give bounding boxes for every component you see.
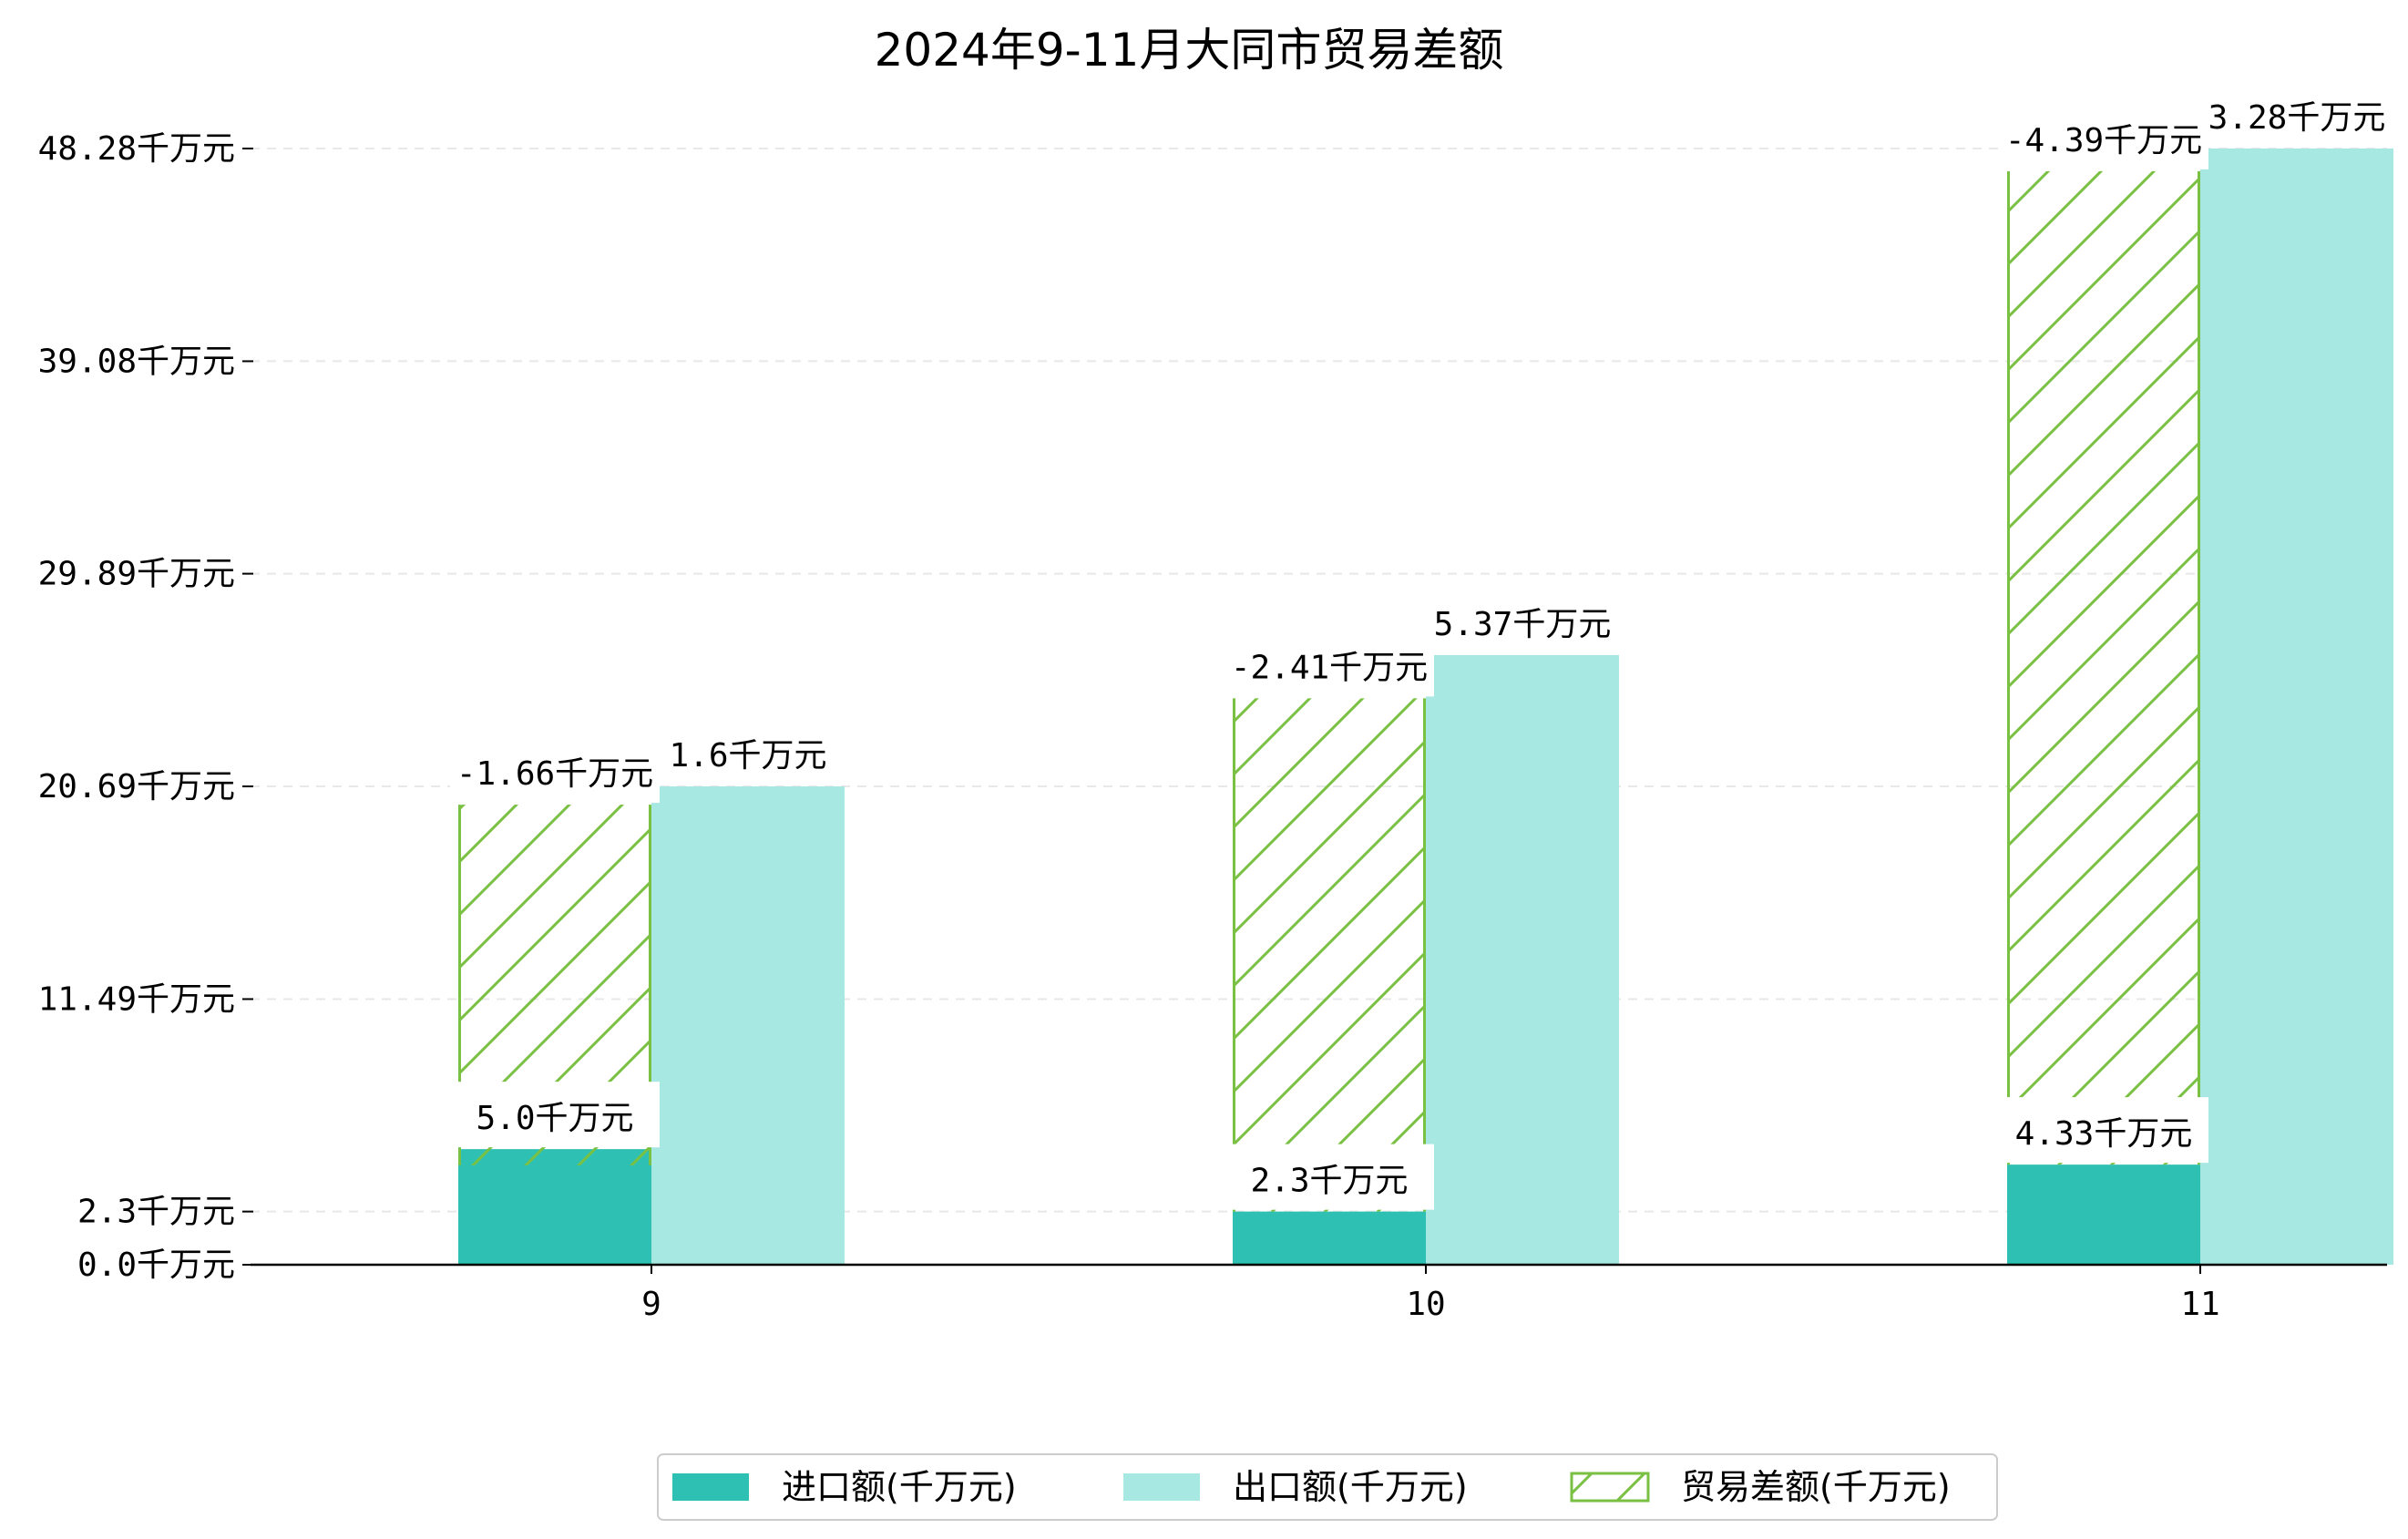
export-data-label: 1.6千万元 [669,737,826,775]
import-data-label-bg [450,1082,660,1148]
import-data-label-bg [1999,1097,2208,1164]
export-data-label-bg [1418,587,1627,653]
balance-data-label-bg [450,737,660,804]
import-bar [1233,1211,1426,1265]
import-data-label: 5.0千万元 [476,1100,633,1137]
import-data-label-bg [1224,1144,1434,1210]
import-data-label: 2.3千万元 [1250,1163,1408,1200]
y-tick-label: 11.49千万元 [38,980,235,1018]
x-tick-label: 9 [641,1286,661,1323]
export-bar [2200,149,2393,1265]
x-tick-label: 10 [1406,1286,1445,1323]
legend-box [657,1453,1998,1521]
y-tick-label: 0.0千万元 [77,1247,235,1284]
y-tick-label: 2.3千万元 [77,1194,235,1231]
import-data-label: 4.33千万元 [2015,1115,2193,1153]
legend-label-export: 出口额(千万元) [1233,1467,1468,1507]
chart-title: 2024年9-11月大同市贸易差额 [875,24,1504,77]
y-tick-label: 29.89千万元 [38,556,235,593]
balance-bar [1233,698,1426,1212]
export-data-label: 3.28千万元 [2208,99,2386,137]
balance-data-label: -1.66千万元 [456,755,653,793]
export-data-label-bg [643,719,853,785]
y-tick-label: 39.08千万元 [38,343,235,380]
balance-data-label-bg [1999,103,2208,169]
balance-data-label: -2.41千万元 [1231,649,1428,686]
import-bar [458,1149,651,1265]
import-bar [2007,1165,2200,1265]
bars-layer [458,149,2393,1265]
axis-layer: 0.0千万元 2.3千万元 11.49千万元 20.69千万元 29.89千万元 39.0… [38,130,2387,1323]
export-bar [1426,654,1619,1265]
legend-label-import: 进口额(千万元) [782,1467,1017,1507]
y-tick-label: 48.28千万元 [38,130,235,168]
legend: 进口额(千万元) 出口额(千万元) 贸易差额(千万元) [657,1453,1998,1521]
balance-data-label: -4.39千万元 [2005,122,2202,159]
legend-swatch-import [672,1473,749,1501]
legend-swatch-export [1123,1473,1200,1501]
export-bar [651,786,845,1265]
export-data-label-bg [2192,81,2402,147]
balance-data-label-bg [1224,631,1434,697]
legend-label-balance: 贸易差额(千万元) [1681,1467,1951,1507]
export-data-label: 5.37千万元 [1434,606,1612,643]
labels-layer: 1.6千万元 -1.66千万元 5.0千万元 5.37千万元-2.41千万元 2.3千万… [450,81,2402,1210]
x-tick-label: 11 [2180,1286,2219,1323]
legend-swatch-balance [1570,1472,1650,1503]
balance-bar [2007,170,2200,1165]
y-tick-label: 20.69千万元 [38,768,235,805]
